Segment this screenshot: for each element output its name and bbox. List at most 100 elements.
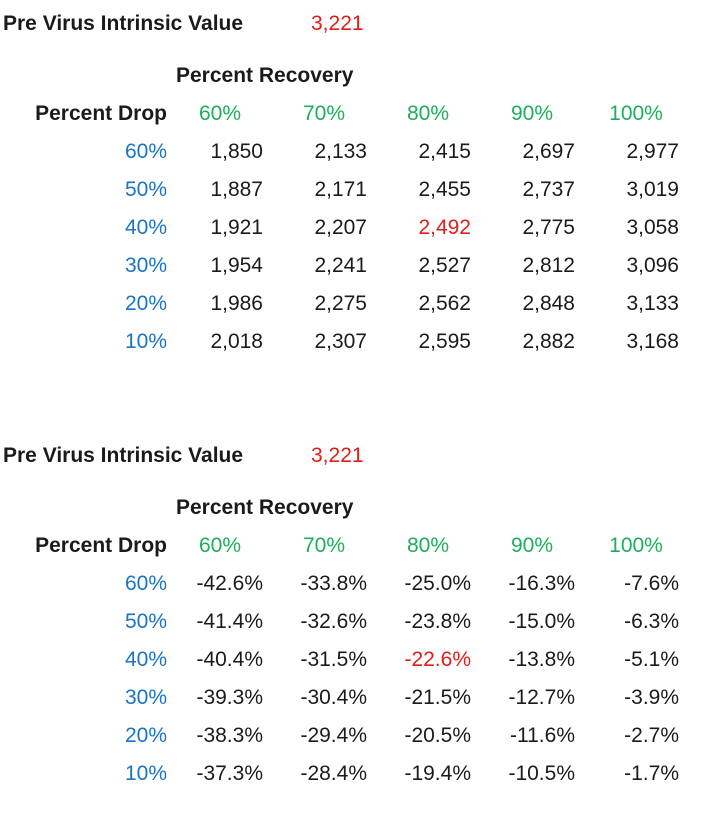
- value-cell: 2,977: [626, 140, 679, 163]
- value-cell: 2,018: [210, 330, 263, 353]
- table-header-row: Percent Drop 60% 70% 80% 90% 100%: [0, 95, 717, 133]
- value-cell: 2,133: [314, 140, 367, 163]
- value-cell: 2,275: [314, 292, 367, 315]
- column-header: 70%: [302, 534, 346, 557]
- value-cell: -42.6%: [196, 572, 263, 595]
- value-cell: 3,168: [626, 330, 679, 353]
- value-cell: 2,527: [418, 254, 471, 277]
- value-cell: 2,562: [418, 292, 471, 315]
- value-cell: 3,058: [626, 216, 679, 239]
- table-row: 50% -41.4% -32.6% -23.8% -15.0% -6.3%: [0, 603, 717, 641]
- column-group-header: Percent Recovery: [176, 496, 354, 519]
- value-cell: 2,812: [522, 254, 575, 277]
- table-title-row: Pre Virus Intrinsic Value 3,221: [0, 437, 717, 475]
- row-label: 50%: [124, 178, 167, 201]
- table-row: 30% 1,954 2,241 2,527 2,812 3,096: [0, 247, 717, 285]
- value-cell: 2,171: [314, 178, 367, 201]
- value-cell: 2,415: [418, 140, 471, 163]
- table-row: 10% -37.3% -28.4% -19.4% -10.5% -1.7%: [0, 755, 717, 793]
- value-cell: 2,697: [522, 140, 575, 163]
- column-header: 60%: [198, 534, 242, 557]
- value-cell: -15.0%: [508, 610, 575, 633]
- row-label: 20%: [124, 292, 167, 315]
- table-gap: [0, 361, 717, 437]
- table-body: 60% 1,850 2,133 2,415 2,697 2,977 50% 1,887 2,17…: [0, 133, 717, 361]
- column-group-row: Percent Recovery: [0, 57, 717, 95]
- value-cell: 2,595: [418, 330, 471, 353]
- value-cell: 2,882: [522, 330, 575, 353]
- column-header: 90%: [510, 102, 554, 125]
- table-row: 40% -40.4% -31.5% -22.6% -13.8% -5.1%: [0, 641, 717, 679]
- row-label: 60%: [124, 140, 167, 163]
- value-cell: -16.3%: [508, 572, 575, 595]
- table-header-row: Percent Drop 60% 70% 80% 90% 100%: [0, 527, 717, 565]
- column-header: 60%: [198, 102, 242, 125]
- value-cell: 2,307: [314, 330, 367, 353]
- table-row: 20% 1,986 2,275 2,562 2,848 3,133: [0, 285, 717, 323]
- spreadsheet-view: Pre Virus Intrinsic Value 3,221 Percent …: [0, 5, 717, 793]
- table-row: 30% -39.3% -30.4% -21.5% -12.7% -3.9%: [0, 679, 717, 717]
- value-cell: 3,019: [626, 178, 679, 201]
- value-cell: -20.5%: [404, 724, 471, 747]
- pre-virus-value: 3,221: [311, 12, 364, 35]
- value-cell: -6.3%: [624, 610, 679, 633]
- table-title-row: Pre Virus Intrinsic Value 3,221: [0, 5, 717, 43]
- value-cell: -21.5%: [404, 686, 471, 709]
- spacer: [0, 43, 717, 57]
- row-axis-label: Percent Drop: [35, 102, 167, 125]
- row-label: 40%: [124, 648, 167, 671]
- row-label: 10%: [124, 330, 167, 353]
- value-cell: -23.8%: [404, 610, 471, 633]
- table-title: Pre Virus Intrinsic Value: [3, 444, 244, 467]
- value-cell: 1,887: [210, 178, 263, 201]
- value-cell: -41.4%: [196, 610, 263, 633]
- row-label: 30%: [124, 686, 167, 709]
- value-cell: 2,737: [522, 178, 575, 201]
- value-cell: -29.4%: [300, 724, 367, 747]
- value-cell: -12.7%: [508, 686, 575, 709]
- value-cell: 1,954: [210, 254, 263, 277]
- column-group-header: Percent Recovery: [176, 64, 354, 87]
- column-header: 80%: [406, 102, 450, 125]
- row-label: 20%: [124, 724, 167, 747]
- pre-virus-value: 3,221: [311, 444, 364, 467]
- value-cell: -32.6%: [300, 610, 367, 633]
- column-header: 100%: [609, 102, 663, 125]
- value-cell: -37.3%: [196, 762, 263, 785]
- table-body: 60% -42.6% -33.8% -25.0% -16.3% -7.6% 50% -41.4…: [0, 565, 717, 793]
- value-cell: 2,848: [522, 292, 575, 315]
- value-cell: -31.5%: [300, 648, 367, 671]
- value-cell: -13.8%: [508, 648, 575, 671]
- row-label: 50%: [124, 610, 167, 633]
- column-header: 70%: [302, 102, 346, 125]
- table-row: 10% 2,018 2,307 2,595 2,882 3,168: [0, 323, 717, 361]
- value-cell: -2.7%: [624, 724, 679, 747]
- row-label: 60%: [124, 572, 167, 595]
- value-cell: -1.7%: [624, 762, 679, 785]
- value-cell: -19.4%: [404, 762, 471, 785]
- row-axis-label: Percent Drop: [35, 534, 167, 557]
- value-cell: 1,986: [210, 292, 263, 315]
- row-label: 10%: [124, 762, 167, 785]
- row-label: 30%: [124, 254, 167, 277]
- row-label: 40%: [124, 216, 167, 239]
- value-cell: -38.3%: [196, 724, 263, 747]
- value-cell: 2,775: [522, 216, 575, 239]
- intrinsic-value-table: Pre Virus Intrinsic Value 3,221 Percent …: [0, 5, 717, 361]
- value-cell: -28.4%: [300, 762, 367, 785]
- value-cell: -33.8%: [300, 572, 367, 595]
- column-header: 80%: [406, 534, 450, 557]
- table-row: 60% -42.6% -33.8% -25.0% -16.3% -7.6%: [0, 565, 717, 603]
- column-header: 90%: [510, 534, 554, 557]
- value-cell: 2,207: [314, 216, 367, 239]
- value-cell: -3.9%: [624, 686, 679, 709]
- value-cell: -7.6%: [624, 572, 679, 595]
- value-cell: -22.6%: [404, 648, 471, 671]
- value-cell: 2,492: [418, 216, 471, 239]
- column-group-row: Percent Recovery: [0, 489, 717, 527]
- value-cell: -10.5%: [508, 762, 575, 785]
- value-cell: 3,133: [626, 292, 679, 315]
- value-cell: -40.4%: [196, 648, 263, 671]
- value-cell: -5.1%: [624, 648, 679, 671]
- table-row: 60% 1,850 2,133 2,415 2,697 2,977: [0, 133, 717, 171]
